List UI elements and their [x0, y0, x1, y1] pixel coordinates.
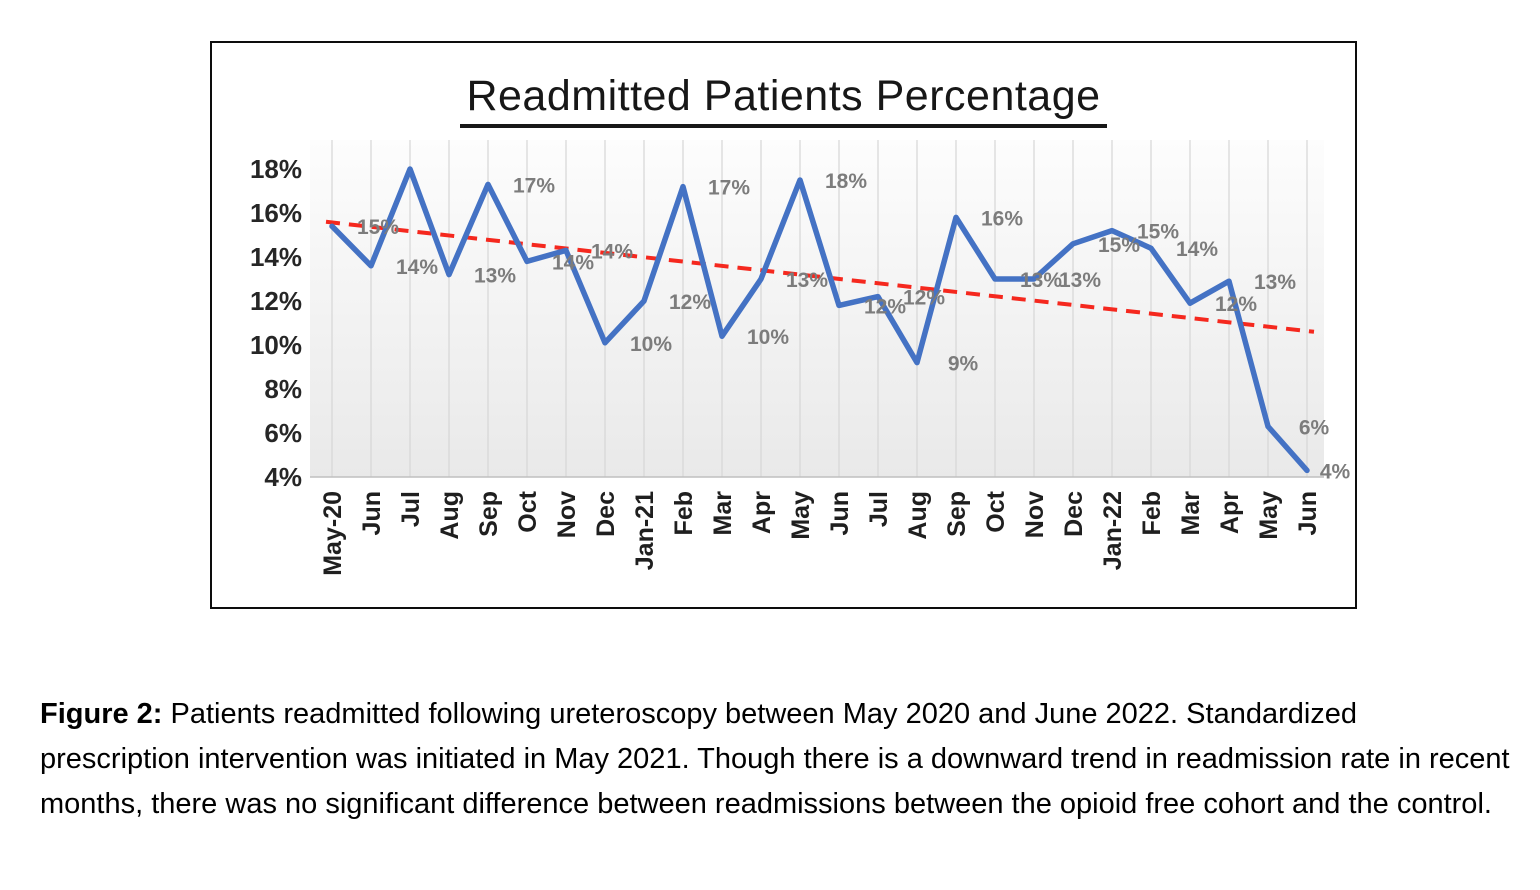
svg-text:Aug: Aug [436, 491, 464, 540]
svg-text:Feb: Feb [670, 491, 698, 535]
figure-caption-label: Figure 2: [40, 698, 163, 730]
svg-text:18%: 18% [825, 170, 867, 193]
chart-title-wrap: Readmitted Patients Percentage [212, 72, 1355, 129]
svg-text:Mar: Mar [1177, 491, 1205, 536]
svg-text:16%: 16% [250, 198, 302, 228]
svg-text:12%: 12% [250, 286, 302, 316]
svg-text:15%: 15% [1137, 221, 1179, 244]
svg-text:May: May [1255, 491, 1283, 540]
plot-area [310, 140, 1324, 477]
svg-text:14%: 14% [250, 242, 302, 272]
svg-text:9%: 9% [948, 353, 979, 376]
svg-text:14%: 14% [552, 251, 594, 274]
svg-text:15%: 15% [1098, 234, 1140, 257]
x-axis-labels: May-20 Jun Jul Aug Sep Oct Nov Dec Jan-21 Feb Mar A… [319, 490, 1322, 575]
svg-text:Apr: Apr [748, 491, 776, 534]
svg-text:Nov: Nov [1021, 491, 1049, 538]
svg-text:13%: 13% [1020, 269, 1062, 292]
svg-text:13%: 13% [786, 269, 828, 292]
gridlines [331, 140, 1308, 477]
svg-text:Mar: Mar [709, 491, 737, 536]
svg-text:Jun: Jun [1294, 491, 1322, 535]
svg-text:15%: 15% [357, 216, 399, 239]
svg-text:4%: 4% [264, 462, 302, 492]
data-labels: 15%14% 13%17%14%14%10%12%17%10%13%18%12%1… [357, 170, 1351, 483]
svg-text:Dec: Dec [592, 491, 620, 537]
svg-text:Aug: Aug [904, 491, 932, 540]
svg-text:Nov: Nov [553, 491, 581, 538]
svg-text:17%: 17% [513, 174, 555, 197]
figure-caption-text: Patients readmitted following ureterosco… [40, 698, 1510, 820]
chart-canvas: 18% 16% 14% 12% 10% 8% 6% 4% May-20 Jun Jul Aug Sep O… [250, 140, 1351, 576]
svg-text:12%: 12% [903, 287, 945, 310]
svg-text:14%: 14% [1176, 238, 1218, 261]
svg-text:6%: 6% [264, 418, 302, 448]
svg-text:Feb: Feb [1138, 491, 1166, 535]
svg-text:4%: 4% [1320, 460, 1351, 483]
svg-text:Jun: Jun [358, 491, 386, 535]
svg-text:10%: 10% [250, 330, 302, 360]
svg-text:13%: 13% [1059, 269, 1101, 292]
series-line [329, 166, 1310, 474]
y-axis-labels: 18% 16% 14% 12% 10% 8% 6% 4% [250, 154, 302, 492]
svg-text:Jan-22: Jan-22 [1099, 491, 1127, 570]
svg-text:12%: 12% [864, 295, 906, 318]
svg-text:16%: 16% [981, 207, 1023, 230]
svg-text:17%: 17% [708, 177, 750, 200]
svg-text:14%: 14% [396, 256, 438, 279]
svg-text:Jun: Jun [826, 491, 854, 535]
svg-text:May-20: May-20 [319, 491, 347, 576]
svg-text:12%: 12% [1215, 293, 1257, 316]
svg-text:6%: 6% [1299, 416, 1330, 439]
svg-text:14%: 14% [591, 240, 633, 263]
svg-text:13%: 13% [474, 265, 516, 288]
chart-frame: 18% 16% 14% 12% 10% 8% 6% 4% May-20 Jun Jul Aug Sep O… [210, 41, 1357, 609]
svg-text:Jul: Jul [397, 491, 425, 527]
svg-text:Oct: Oct [514, 490, 542, 532]
figure-caption: Figure 2: Patients readmitted following … [40, 692, 1510, 827]
chart-title: Readmitted Patients Percentage [460, 72, 1107, 129]
svg-text:Apr: Apr [1216, 491, 1244, 534]
svg-text:Oct: Oct [982, 490, 1010, 532]
svg-text:13%: 13% [1254, 271, 1296, 294]
svg-text:Jul: Jul [865, 491, 893, 527]
svg-text:18%: 18% [250, 154, 302, 184]
svg-text:Dec: Dec [1060, 491, 1088, 537]
svg-text:10%: 10% [747, 326, 789, 349]
svg-text:10%: 10% [630, 333, 672, 356]
svg-text:12%: 12% [669, 291, 711, 314]
trend-line [325, 219, 1315, 334]
svg-text:Sep: Sep [475, 491, 503, 537]
svg-text:May: May [787, 491, 815, 540]
svg-text:8%: 8% [264, 374, 302, 404]
svg-text:Jan-21: Jan-21 [631, 491, 659, 570]
svg-text:Sep: Sep [943, 491, 971, 537]
